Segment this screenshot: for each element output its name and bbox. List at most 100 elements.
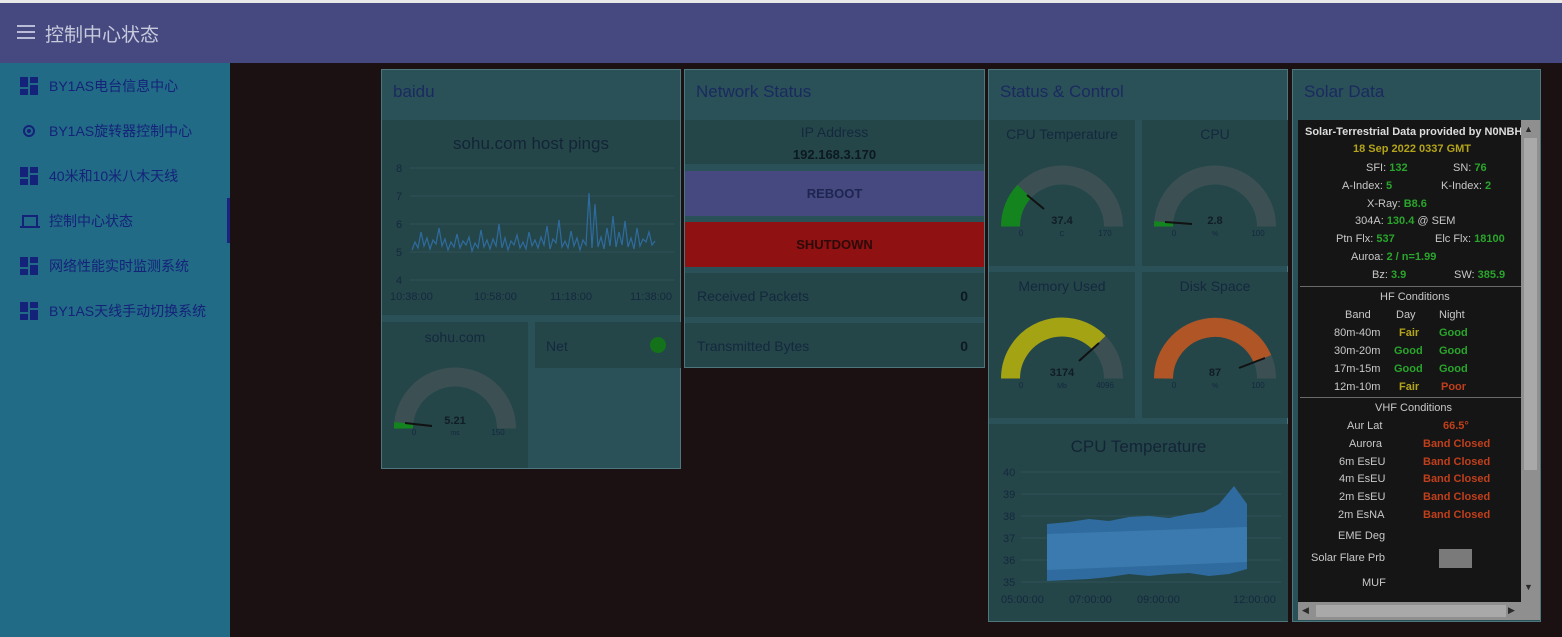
- y-tick: 8: [396, 163, 402, 175]
- hf-band: 17m-15m: [1334, 363, 1381, 375]
- sidebar-item-yagi-antenna[interactable]: 40米和10米八木天线: [0, 153, 230, 198]
- cpu-gauge-panel: CPU 2.8 % 0 100: [1142, 120, 1288, 266]
- a304-label: 304A:: [1355, 215, 1384, 227]
- vertical-scrollbar[interactable]: ▲ ▼: [1521, 120, 1540, 602]
- gauge-min: 0: [1172, 229, 1177, 238]
- scrollbar-thumb[interactable]: [1316, 605, 1506, 617]
- ping-chart: 8 7 6 5 4 10:38:00 10:58:00 11:18:00 11:…: [390, 163, 674, 303]
- temp-series-band: [1047, 486, 1247, 581]
- gauge-max: 100: [1251, 229, 1265, 238]
- x-tick: 07:00:00: [1069, 594, 1112, 606]
- gauge-value: 2.8: [1207, 215, 1222, 227]
- gauge-unit: Mb: [1057, 383, 1067, 390]
- sidebar-item-radio-info[interactable]: BY1AS电台信息中心: [0, 63, 230, 108]
- chart-title: sohu.com host pings: [453, 134, 609, 153]
- hamburger-icon[interactable]: [17, 25, 35, 39]
- vhf-value: 66.5°: [1443, 420, 1469, 432]
- vhf-value: Band Closed: [1423, 491, 1491, 503]
- y-tick: 36: [1003, 555, 1015, 567]
- card-network-status: Network Status IP Address 192.168.3.170 …: [684, 69, 985, 368]
- vhf-label: 6m EsEU: [1339, 456, 1386, 468]
- scrollbar-thumb[interactable]: [1524, 138, 1537, 470]
- sidebar-item-network-monitor[interactable]: 网络性能实时监测系统: [0, 243, 230, 288]
- chart-title: CPU Temperature: [1070, 437, 1207, 456]
- auroa-value: 2 / n=1.99: [1386, 251, 1437, 263]
- divider: [1300, 286, 1525, 287]
- sidebar-item-label: BY1AS天线手动切换系统: [49, 302, 207, 319]
- hf-header-day: Day: [1396, 309, 1416, 321]
- hf-band: 30m-20m: [1334, 345, 1381, 357]
- aindex-label: A-Index:: [1342, 180, 1383, 192]
- card-title: Solar Data: [1304, 82, 1385, 101]
- sidebar-item-control-center[interactable]: 控制中心状态: [0, 198, 230, 243]
- solar-field: Elc Flx: 18100: [1435, 233, 1505, 245]
- hf-header-night: Night: [1439, 309, 1465, 321]
- y-tick: 6: [396, 219, 402, 231]
- sidebar-item-label: BY1AS电台信息中心: [49, 77, 179, 94]
- solar-field: X-Ray: B8.6: [1367, 198, 1427, 210]
- gauge-unit: C: [1059, 231, 1064, 238]
- y-tick: 7: [396, 191, 402, 203]
- scroll-left-icon[interactable]: ◀: [1302, 605, 1309, 615]
- sohu-gauge-panel: sohu.com 5.21 ms 0 150: [382, 322, 528, 468]
- ptn-label: Ptn Flx:: [1336, 233, 1374, 245]
- scroll-right-icon[interactable]: ▶: [1508, 605, 1515, 615]
- cpu-temp-chart: 40 39 38 37 36 35 05:00:00 07:00:00 09:0…: [1001, 467, 1281, 606]
- memory-gauge: 3174 Mb 0 4096: [1001, 317, 1123, 390]
- vhf-value: Band Closed: [1423, 438, 1491, 450]
- card-baidu: baidu sohu.com host pings 8 7 6 5 4 10:3…: [381, 69, 681, 469]
- vhf-label: Aurora: [1349, 438, 1383, 450]
- reboot-button[interactable]: REBOOT: [685, 171, 984, 216]
- gauge-unit: %: [1212, 383, 1218, 390]
- y-tick: 39: [1003, 489, 1015, 501]
- solar-date: 18 Sep 2022 0337 GMT: [1353, 143, 1472, 155]
- vhf-label: 2m EsNA: [1338, 509, 1385, 521]
- eme-label: EME Deg: [1338, 530, 1386, 542]
- scroll-up-icon[interactable]: ▲: [1524, 124, 1533, 134]
- divider: [1300, 397, 1525, 398]
- sidebar: BY1AS电台信息中心 BY1AS旋转器控制中心 40米和10米八木天线 控制中…: [0, 63, 230, 637]
- solar-field: K-Index: 2: [1441, 180, 1491, 192]
- gauge-min: 0: [1172, 381, 1177, 390]
- received-packets-row: Received Packets 0: [685, 273, 984, 317]
- horizontal-scrollbar[interactable]: ◀ ▶: [1298, 602, 1540, 620]
- scroll-down-icon[interactable]: ▼: [1524, 582, 1533, 592]
- y-tick: 4: [396, 275, 402, 287]
- hf-night: Good: [1439, 345, 1468, 357]
- cpu-temp-gauge-panel: CPU Temperature 37.4 C 0 170: [989, 120, 1135, 266]
- status-led-icon: [650, 337, 666, 353]
- card-solar-data: Solar Data Solar-Terrestrial Data provid…: [1292, 69, 1541, 622]
- card-title: Network Status: [696, 82, 812, 101]
- net-label: Net: [546, 338, 568, 354]
- a304-suffix: @ SEM: [1417, 215, 1456, 227]
- hf-day: Good: [1394, 345, 1423, 357]
- sidebar-item-label: 40米和10米八木天线: [49, 167, 179, 184]
- hf-night: Poor: [1441, 381, 1467, 393]
- gauge-max: 170: [1098, 229, 1112, 238]
- gauge-unit: ms: [450, 430, 460, 437]
- xray-value: B8.6: [1403, 198, 1427, 210]
- transmitted-value: 0: [960, 338, 968, 354]
- gauge-value: 37.4: [1051, 215, 1073, 227]
- gauge-value: 87: [1209, 367, 1221, 379]
- hf-night: Good: [1439, 327, 1468, 339]
- ptn-value: 537: [1376, 233, 1395, 245]
- cpu-temp-gauge: 37.4 C 0 170: [1001, 165, 1123, 238]
- flare-indicator: [1439, 549, 1472, 568]
- sidebar-item-rotator[interactable]: BY1AS旋转器控制中心: [0, 108, 230, 153]
- received-value: 0: [960, 288, 968, 304]
- top-app-bar: 控制中心状态: [0, 0, 1562, 63]
- shutdown-button[interactable]: SHUTDOWN: [685, 222, 984, 267]
- solar-field: 304A: 130.4 @ SEM: [1355, 215, 1455, 227]
- sn-value: 76: [1474, 162, 1487, 174]
- hf-band: 12m-10m: [1334, 381, 1381, 393]
- cpu-gauge: 2.8 % 0 100: [1154, 165, 1276, 238]
- dashboard-icon: [20, 301, 38, 320]
- ip-panel: IP Address 192.168.3.170: [685, 120, 984, 164]
- vhf-value: Band Closed: [1423, 456, 1491, 468]
- solar-data-frame[interactable]: Solar-Terrestrial Data provided by N0NBH…: [1298, 120, 1540, 620]
- a304-value: 130.4: [1386, 215, 1415, 227]
- transmitted-bytes-row: Transmitted Bytes 0: [685, 323, 984, 367]
- x-tick: 10:38:00: [390, 291, 433, 303]
- sidebar-item-antenna-switch[interactable]: BY1AS天线手动切换系统: [0, 288, 230, 333]
